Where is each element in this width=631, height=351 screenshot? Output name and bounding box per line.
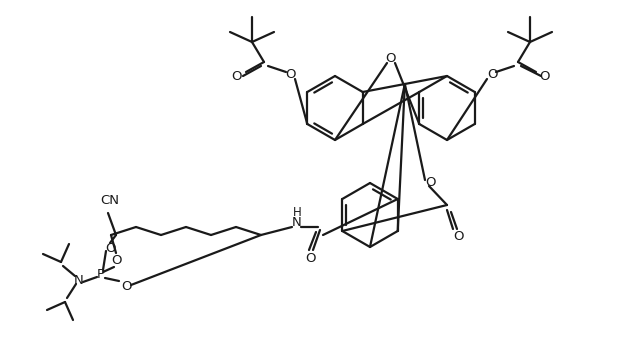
Text: H: H bbox=[293, 206, 302, 219]
Text: O: O bbox=[305, 252, 316, 265]
Text: N: N bbox=[292, 217, 302, 230]
Text: O: O bbox=[232, 71, 242, 84]
Text: O: O bbox=[285, 68, 295, 81]
Text: O: O bbox=[111, 254, 121, 267]
Text: O: O bbox=[386, 52, 396, 65]
Text: O: O bbox=[453, 231, 463, 244]
Text: P: P bbox=[97, 269, 105, 282]
Text: N: N bbox=[74, 273, 84, 286]
Text: O: O bbox=[487, 68, 497, 81]
Text: O: O bbox=[426, 177, 436, 190]
Text: O: O bbox=[540, 71, 550, 84]
Text: O: O bbox=[105, 243, 115, 256]
Text: CN: CN bbox=[100, 194, 119, 207]
Text: O: O bbox=[122, 279, 133, 292]
